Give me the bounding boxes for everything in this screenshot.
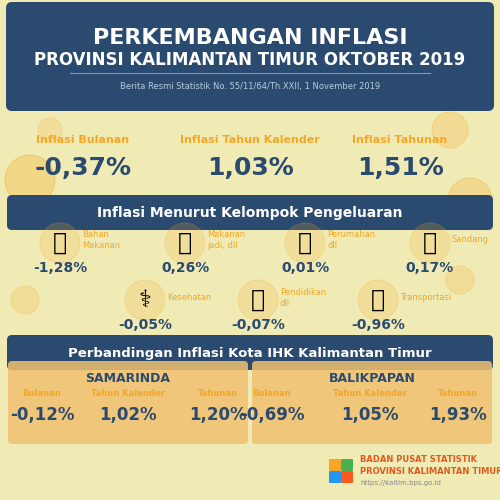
FancyBboxPatch shape bbox=[341, 459, 353, 471]
Circle shape bbox=[285, 223, 325, 263]
FancyBboxPatch shape bbox=[329, 459, 341, 471]
Circle shape bbox=[11, 286, 39, 314]
Text: 1,93%: 1,93% bbox=[429, 406, 487, 424]
Circle shape bbox=[358, 280, 398, 320]
Circle shape bbox=[38, 118, 62, 142]
Text: BADAN PUSAT STATISTIK: BADAN PUSAT STATISTIK bbox=[360, 456, 477, 464]
Text: -0,37%: -0,37% bbox=[34, 156, 132, 180]
Circle shape bbox=[40, 223, 80, 263]
Text: SAMARINDA: SAMARINDA bbox=[86, 372, 170, 384]
Text: 0,26%: 0,26% bbox=[161, 261, 209, 275]
Text: PROVINSI KALIMANTAN TIMUR: PROVINSI KALIMANTAN TIMUR bbox=[360, 468, 500, 476]
Circle shape bbox=[410, 223, 450, 263]
Text: ⚕️: ⚕️ bbox=[138, 288, 151, 312]
Text: PERKEMBANGAN INFLASI: PERKEMBANGAN INFLASI bbox=[93, 28, 407, 48]
Text: Kesehatan: Kesehatan bbox=[167, 294, 211, 302]
FancyBboxPatch shape bbox=[7, 335, 493, 370]
Text: Bulanan: Bulanan bbox=[22, 388, 62, 398]
Text: 🍎: 🍎 bbox=[53, 231, 67, 255]
Text: 0,17%: 0,17% bbox=[406, 261, 454, 275]
Circle shape bbox=[125, 280, 165, 320]
Text: -0,05%: -0,05% bbox=[118, 318, 172, 332]
Text: 🚌: 🚌 bbox=[371, 288, 385, 312]
Text: 1,20%: 1,20% bbox=[189, 406, 247, 424]
Text: 0,01%: 0,01% bbox=[281, 261, 329, 275]
FancyBboxPatch shape bbox=[341, 471, 353, 483]
Text: Inflasi Menurut Kelompok Pengeluaran: Inflasi Menurut Kelompok Pengeluaran bbox=[97, 206, 403, 220]
Text: 1,03%: 1,03% bbox=[206, 156, 294, 180]
Circle shape bbox=[446, 266, 474, 294]
Text: 👔: 👔 bbox=[423, 231, 437, 255]
Text: Tahun Kalender: Tahun Kalender bbox=[333, 388, 407, 398]
Text: BALIKPAPAN: BALIKPAPAN bbox=[328, 372, 416, 384]
Text: Sandang: Sandang bbox=[452, 236, 489, 244]
Text: Bulanan: Bulanan bbox=[252, 388, 292, 398]
Circle shape bbox=[165, 223, 205, 263]
FancyBboxPatch shape bbox=[8, 361, 248, 444]
Text: 1,51%: 1,51% bbox=[356, 156, 444, 180]
Circle shape bbox=[432, 112, 468, 148]
FancyBboxPatch shape bbox=[252, 361, 492, 444]
Text: Inflasi Tahun Kalender: Inflasi Tahun Kalender bbox=[180, 135, 320, 145]
Text: -0,69%: -0,69% bbox=[240, 406, 304, 424]
Text: Bahan
Makanan: Bahan Makanan bbox=[82, 230, 120, 250]
FancyBboxPatch shape bbox=[329, 471, 341, 483]
Text: -1,28%: -1,28% bbox=[33, 261, 87, 275]
Text: 📖: 📖 bbox=[251, 288, 265, 312]
Text: Berita Resmi Statistik No. 55/11/64/Th.XXII, 1 November 2019: Berita Resmi Statistik No. 55/11/64/Th.X… bbox=[120, 82, 380, 90]
Circle shape bbox=[448, 178, 492, 222]
Text: Perumahan
dll: Perumahan dll bbox=[327, 230, 375, 250]
Text: Tahunan: Tahunan bbox=[438, 388, 478, 398]
Circle shape bbox=[238, 280, 278, 320]
FancyBboxPatch shape bbox=[6, 2, 494, 111]
Text: Makanan
jadi, dll: Makanan jadi, dll bbox=[207, 230, 245, 250]
Text: Perbandingan Inflasi Kota IHK Kalimantan Timur: Perbandingan Inflasi Kota IHK Kalimantan… bbox=[68, 346, 432, 360]
Text: Inflasi Bulanan: Inflasi Bulanan bbox=[36, 135, 130, 145]
Circle shape bbox=[5, 155, 55, 205]
Text: 🏠: 🏠 bbox=[298, 231, 312, 255]
Text: 🍔: 🍔 bbox=[178, 231, 192, 255]
Text: -0,07%: -0,07% bbox=[231, 318, 285, 332]
Text: Transportasi: Transportasi bbox=[400, 294, 451, 302]
Text: Tahun Kalender: Tahun Kalender bbox=[91, 388, 165, 398]
FancyBboxPatch shape bbox=[7, 195, 493, 230]
Text: 1,05%: 1,05% bbox=[341, 406, 399, 424]
Text: -0,96%: -0,96% bbox=[351, 318, 405, 332]
Text: https://kaltim.bps.go.id: https://kaltim.bps.go.id bbox=[360, 480, 441, 486]
Text: -0,12%: -0,12% bbox=[10, 406, 74, 424]
Text: Tahunan: Tahunan bbox=[198, 388, 238, 398]
Text: Pendidikan
dll: Pendidikan dll bbox=[280, 288, 326, 308]
Text: 1,02%: 1,02% bbox=[99, 406, 157, 424]
Text: PROVINSI KALIMANTAN TIMUR OKTOBER 2019: PROVINSI KALIMANTAN TIMUR OKTOBER 2019 bbox=[34, 51, 466, 69]
Text: Inflasi Tahunan: Inflasi Tahunan bbox=[352, 135, 448, 145]
